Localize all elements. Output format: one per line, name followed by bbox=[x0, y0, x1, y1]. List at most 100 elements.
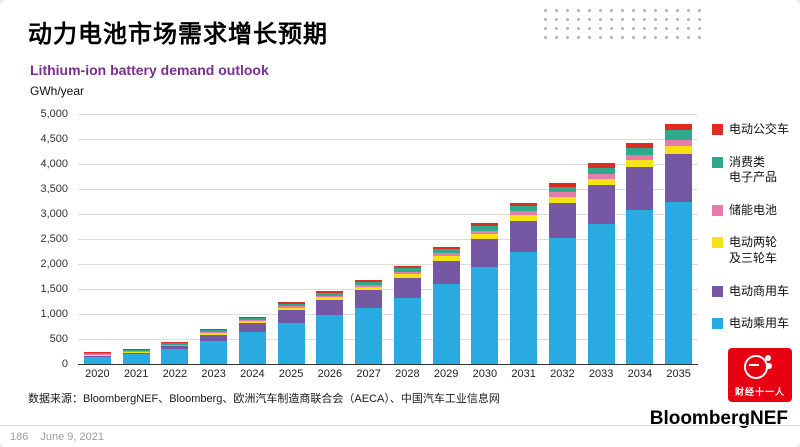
bar-segment bbox=[471, 266, 499, 364]
bar-segment bbox=[626, 160, 654, 167]
bar-segment bbox=[587, 173, 615, 179]
bar-segment bbox=[200, 333, 228, 335]
gridline bbox=[78, 289, 698, 290]
bar-segment bbox=[587, 167, 615, 174]
stacked-bar-chart: 0 500 1,000 1,500 2,000 2,500 3,000 3,500 4,000 4… bbox=[24, 104, 714, 386]
bar-segment bbox=[665, 201, 693, 364]
bar-segment bbox=[393, 268, 421, 272]
globe-person-icon bbox=[744, 355, 771, 379]
x-tick-label: 2026 bbox=[317, 368, 343, 380]
bar-segment bbox=[626, 143, 654, 149]
caijing-badge: 财经十一人 bbox=[728, 348, 792, 402]
gridline bbox=[78, 214, 698, 215]
x-tick-label: 2031 bbox=[511, 368, 536, 380]
bar-segment bbox=[510, 220, 538, 252]
bar-segment bbox=[83, 354, 111, 355]
bar-segment bbox=[471, 230, 499, 234]
gridline bbox=[78, 339, 698, 340]
x-tick-label: 2033 bbox=[588, 368, 614, 380]
bar-segment bbox=[277, 307, 305, 310]
bar-segment bbox=[122, 348, 150, 350]
bar-segment bbox=[471, 234, 499, 239]
bar-segment bbox=[393, 271, 421, 274]
bar-segment bbox=[277, 303, 305, 307]
x-tick-label: 2032 bbox=[550, 368, 575, 380]
y-tick-label: 4,000 bbox=[40, 158, 68, 170]
bar-segment bbox=[122, 354, 150, 364]
y-tick-label: 1,000 bbox=[40, 308, 68, 320]
bar-segment bbox=[665, 123, 693, 130]
badge-label: 财经十一人 bbox=[734, 387, 785, 397]
y-tick-label: 2,500 bbox=[40, 233, 68, 245]
bar-segment bbox=[83, 354, 111, 356]
bar-segment bbox=[471, 223, 499, 227]
y-tick-label: 3,000 bbox=[40, 208, 68, 220]
x-tick-label: 2029 bbox=[433, 368, 459, 380]
bar-segment bbox=[200, 334, 228, 341]
bar-segment bbox=[161, 343, 189, 345]
page-number: 186 bbox=[10, 430, 29, 443]
bar-segment bbox=[161, 346, 189, 349]
chart-title: Lithium-ion battery demand outlook bbox=[30, 62, 269, 78]
legend-label: 电动公交车 bbox=[729, 122, 790, 136]
legend-swatch bbox=[712, 237, 723, 249]
bar-segment bbox=[665, 146, 693, 154]
legend-label: 储能电池 bbox=[729, 202, 778, 217]
footer-date: June 9, 2021 bbox=[40, 430, 104, 443]
x-tick-label: 2025 bbox=[278, 368, 304, 380]
bar-segment bbox=[626, 167, 654, 210]
legend-swatch bbox=[712, 204, 723, 216]
bloombergnef-logo: BloombergNEF bbox=[649, 408, 788, 429]
bar-segment bbox=[471, 226, 499, 231]
x-tick-label: 2022 bbox=[162, 368, 188, 380]
bar-segment bbox=[122, 351, 150, 352]
bar-segment bbox=[355, 279, 383, 282]
bar-segment bbox=[393, 278, 421, 298]
legend-label: 电动乘用车 bbox=[729, 316, 790, 331]
gridline bbox=[78, 114, 698, 115]
bar-segment bbox=[277, 322, 305, 364]
bar-segment bbox=[393, 298, 421, 364]
legend-swatch bbox=[712, 285, 723, 297]
bar-segment bbox=[238, 320, 266, 321]
bar-segment bbox=[355, 307, 383, 364]
bar-segment bbox=[471, 239, 499, 267]
bar-segment bbox=[626, 154, 654, 160]
x-tick-label: 2035 bbox=[666, 368, 691, 380]
legend-swatch bbox=[712, 318, 723, 330]
x-tick-label: 2034 bbox=[627, 368, 653, 380]
bar-segment bbox=[316, 291, 344, 293]
bar-segment bbox=[432, 253, 460, 256]
x-tick-label: 2023 bbox=[201, 368, 226, 380]
legend-item: 电动公交车 bbox=[712, 122, 798, 138]
bar-segment bbox=[665, 140, 693, 146]
bar-segment bbox=[548, 186, 576, 193]
bar-segment bbox=[587, 178, 615, 185]
x-tick-label: 2020 bbox=[85, 368, 110, 380]
legend-swatch bbox=[712, 156, 723, 168]
y-tick-label: 3,500 bbox=[40, 183, 68, 195]
bar-segment bbox=[355, 286, 383, 290]
x-tick-label: 2024 bbox=[240, 368, 265, 380]
bar-segment bbox=[200, 329, 228, 331]
gridline bbox=[78, 314, 698, 315]
bar-segment bbox=[200, 340, 228, 364]
bar-segment bbox=[277, 302, 305, 304]
bar-segment bbox=[238, 332, 266, 364]
bar-segment bbox=[355, 284, 383, 287]
gridline bbox=[78, 164, 698, 165]
bar-segment bbox=[548, 182, 576, 187]
x-axis-line bbox=[78, 364, 698, 365]
y-tick-label: 4,500 bbox=[40, 133, 68, 145]
bar-segment bbox=[122, 351, 150, 353]
bar-segment bbox=[432, 284, 460, 364]
footer: 186 June 9, 2021 bbox=[0, 425, 800, 447]
bar-segment bbox=[510, 215, 538, 221]
bar-segment bbox=[277, 310, 305, 323]
y-tick-label: 500 bbox=[49, 333, 68, 345]
bar-segment bbox=[510, 202, 538, 207]
y-tick-label: 2,000 bbox=[40, 258, 68, 270]
legend: 电动公交车 消费类 电子产品 储能电池 电动两轮 及三轮车 电动商用车 电动乘用车 bbox=[712, 122, 798, 332]
x-tick-label: 2028 bbox=[395, 368, 420, 380]
bar-segment bbox=[548, 237, 576, 364]
